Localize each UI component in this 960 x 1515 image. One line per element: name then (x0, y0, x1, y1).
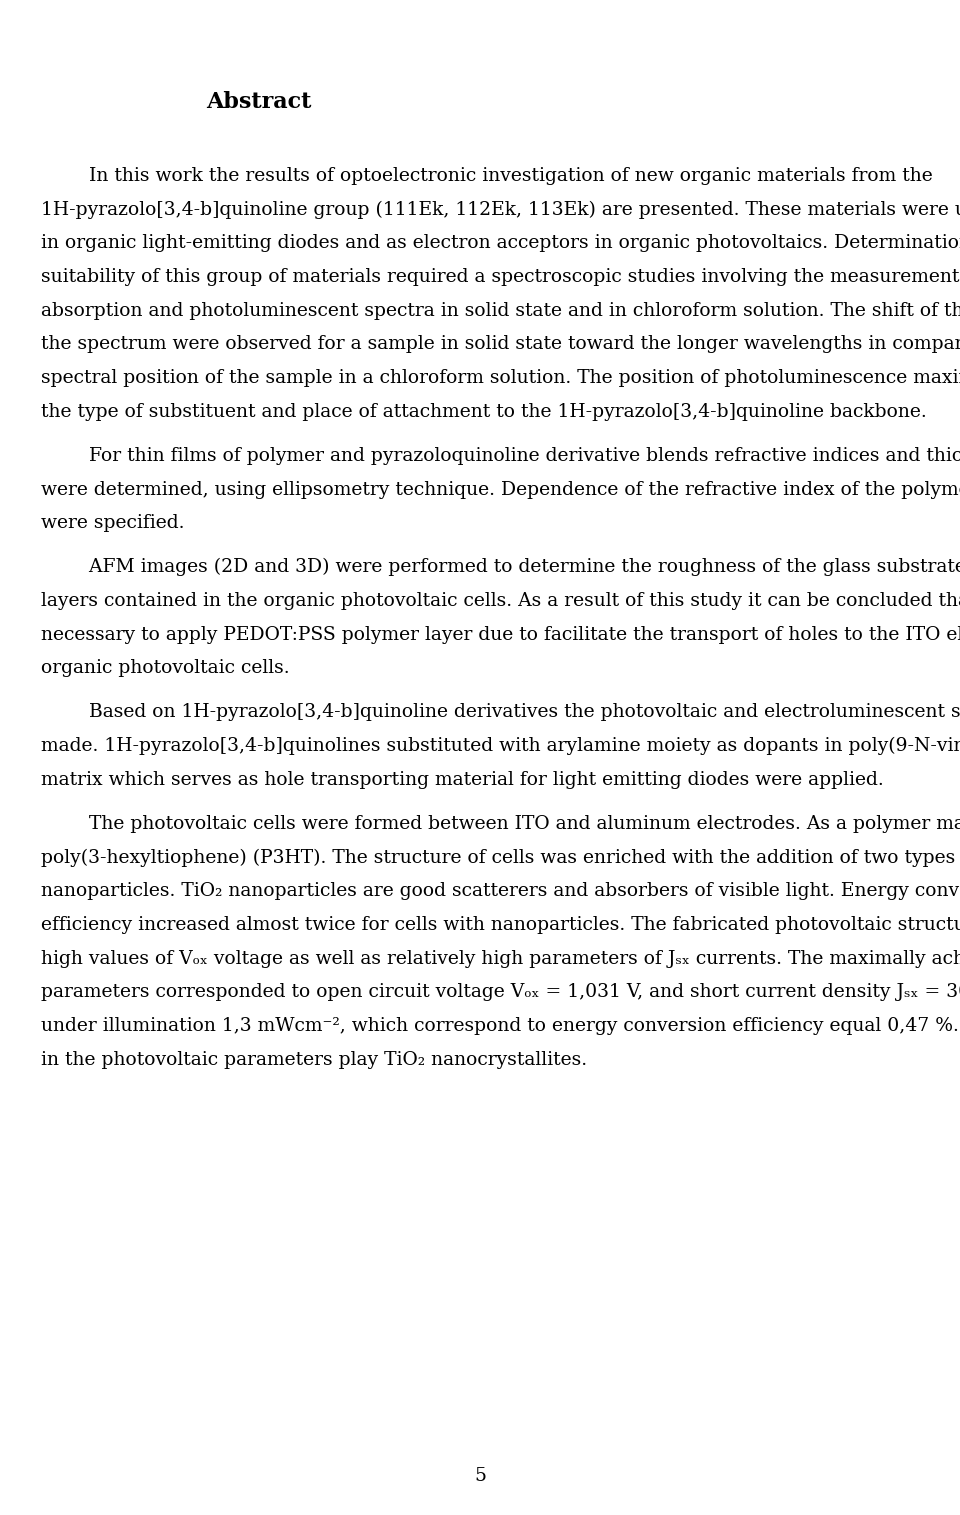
Text: necessary to apply PEDOT:PSS polymer layer due to facilitate the transport of ho: necessary to apply PEDOT:PSS polymer lay… (41, 626, 960, 644)
Text: the type of substituent and place of attachment to the 1H-pyrazolo[3,4-b]quinoli: the type of substituent and place of att… (41, 403, 927, 421)
Text: absorption and photoluminescent spectra in solid state and in chloroform solutio: absorption and photoluminescent spectra … (41, 301, 960, 320)
Text: suitability of this group of materials required a spectroscopic studies involvin: suitability of this group of materials r… (41, 268, 960, 286)
Text: 5: 5 (474, 1467, 487, 1485)
Text: poly(3-hexyltiophene) (P3HT). The structure of cells was enriched with the addit: poly(3-hexyltiophene) (P3HT). The struct… (41, 848, 960, 867)
Text: In this work the results of optoelectronic investigation of new organic material: In this work the results of optoelectron… (41, 167, 933, 185)
Text: Abstract: Abstract (206, 91, 311, 114)
Text: high values of Vₒₓ voltage as well as relatively high parameters of Jₛₓ currents: high values of Vₒₓ voltage as well as re… (41, 950, 960, 968)
Text: nanoparticles. TiO₂ nanoparticles are good scatterers and absorbers of visible l: nanoparticles. TiO₂ nanoparticles are go… (41, 882, 960, 900)
Text: For thin films of polymer and pyrazoloquinoline derivative blends refractive ind: For thin films of polymer and pyrazoloqu… (41, 447, 960, 465)
Text: organic photovoltaic cells.: organic photovoltaic cells. (41, 659, 290, 677)
Text: matrix which serves as hole transporting material for light emitting diodes were: matrix which serves as hole transporting… (41, 771, 884, 789)
Text: the spectrum were observed for a sample in solid state toward the longer wavelen: the spectrum were observed for a sample … (41, 335, 960, 353)
Text: Based on 1H-pyrazolo[3,4-b]quinoline derivatives the photovoltaic and electrolum: Based on 1H-pyrazolo[3,4-b]quinoline der… (41, 703, 960, 721)
Text: were specified.: were specified. (41, 514, 185, 532)
Text: The photovoltaic cells were formed between ITO and aluminum electrodes. As a pol: The photovoltaic cells were formed betwe… (41, 815, 960, 833)
Text: made. 1H-pyrazolo[3,4-b]quinolines substituted with arylamine moiety as dopants : made. 1H-pyrazolo[3,4-b]quinolines subst… (41, 736, 960, 756)
Text: layers contained in the organic photovoltaic cells. As a result of this study it: layers contained in the organic photovol… (41, 592, 960, 611)
Text: were determined, using ellipsometry technique. Dependence of the refractive inde: were determined, using ellipsometry tech… (41, 480, 960, 498)
Text: AFM images (2D and 3D) were performed to determine the roughness of the glass su: AFM images (2D and 3D) were performed to… (41, 558, 960, 576)
Text: in the photovoltaic parameters play TiO₂ nanocrystallites.: in the photovoltaic parameters play TiO₂… (41, 1051, 588, 1070)
Text: efficiency increased almost twice for cells with nanoparticles. The fabricated p: efficiency increased almost twice for ce… (41, 917, 960, 933)
Text: parameters corresponded to open circuit voltage Vₒₓ = 1,031 V, and short current: parameters corresponded to open circuit … (41, 983, 960, 1001)
Text: in organic light-emitting diodes and as electron acceptors in organic photovolta: in organic light-emitting diodes and as … (41, 235, 960, 251)
Text: 1H-pyrazolo[3,4-b]quinoline group (111Ek, 112Ek, 113Ek) are presented. These mat: 1H-pyrazolo[3,4-b]quinoline group (111Ek… (41, 200, 960, 218)
Text: under illumination 1,3 mWcm⁻², which correspond to energy conversion efficiency : under illumination 1,3 mWcm⁻², which cor… (41, 1017, 960, 1035)
Text: spectral position of the sample in a chloroform solution. The position of photol: spectral position of the sample in a chl… (41, 370, 960, 388)
